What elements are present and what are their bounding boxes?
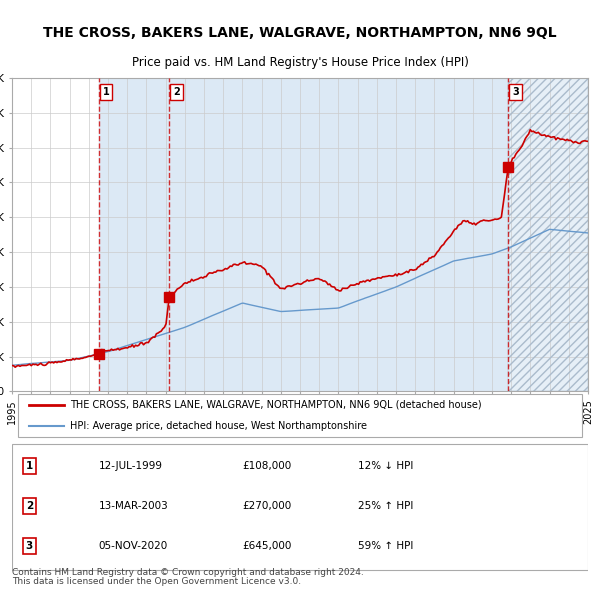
- Bar: [99, 78, 169, 391]
- Text: 2: 2: [173, 87, 180, 97]
- Text: Price paid vs. HM Land Registry's House Price Index (HPI): Price paid vs. HM Land Registry's House …: [131, 57, 469, 70]
- FancyBboxPatch shape: [18, 394, 582, 437]
- Text: 3: 3: [512, 87, 519, 97]
- Text: £108,000: £108,000: [242, 461, 292, 471]
- Text: THE CROSS, BAKERS LANE, WALGRAVE, NORTHAMPTON, NN6 9QL: THE CROSS, BAKERS LANE, WALGRAVE, NORTHA…: [43, 26, 557, 40]
- Text: THE CROSS, BAKERS LANE, WALGRAVE, NORTHAMPTON, NN6 9QL (detached house): THE CROSS, BAKERS LANE, WALGRAVE, NORTHA…: [70, 400, 481, 410]
- Text: 3: 3: [26, 541, 33, 551]
- Text: This data is licensed under the Open Government Licence v3.0.: This data is licensed under the Open Gov…: [12, 577, 301, 586]
- Text: 12-JUL-1999: 12-JUL-1999: [98, 461, 163, 471]
- Text: 1: 1: [26, 461, 33, 471]
- Text: 2: 2: [26, 501, 33, 511]
- Text: HPI: Average price, detached house, West Northamptonshire: HPI: Average price, detached house, West…: [70, 421, 367, 431]
- Bar: [508, 78, 588, 391]
- Bar: [169, 78, 508, 391]
- Text: 59% ↑ HPI: 59% ↑ HPI: [358, 541, 413, 551]
- Text: £645,000: £645,000: [242, 541, 292, 551]
- Text: 12% ↓ HPI: 12% ↓ HPI: [358, 461, 413, 471]
- Text: £270,000: £270,000: [242, 501, 292, 511]
- Text: 1: 1: [103, 87, 110, 97]
- Bar: [508, 78, 588, 391]
- FancyBboxPatch shape: [12, 444, 588, 570]
- Text: Contains HM Land Registry data © Crown copyright and database right 2024.: Contains HM Land Registry data © Crown c…: [12, 568, 364, 577]
- Text: 25% ↑ HPI: 25% ↑ HPI: [358, 501, 413, 511]
- Text: 13-MAR-2003: 13-MAR-2003: [98, 501, 168, 511]
- Text: 05-NOV-2020: 05-NOV-2020: [98, 541, 167, 551]
